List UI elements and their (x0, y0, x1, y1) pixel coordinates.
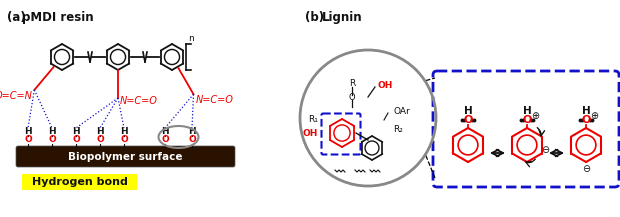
Text: N=C=O: N=C=O (195, 95, 233, 105)
Text: H: H (24, 127, 32, 135)
Text: OH: OH (303, 128, 318, 138)
Text: H: H (523, 106, 531, 116)
Text: O: O (72, 135, 80, 145)
FancyBboxPatch shape (22, 174, 137, 190)
Text: ⊕: ⊕ (531, 111, 539, 121)
Text: H: H (120, 127, 128, 135)
Text: R₁: R₁ (308, 115, 318, 125)
Text: R: R (349, 79, 355, 87)
Text: O: O (120, 135, 128, 145)
FancyBboxPatch shape (16, 146, 235, 167)
Text: Biopolymer surface: Biopolymer surface (68, 151, 182, 161)
Text: H: H (96, 127, 104, 135)
Text: H: H (582, 106, 590, 116)
Text: R₂: R₂ (393, 125, 403, 135)
Text: Lignin: Lignin (322, 11, 363, 24)
Text: N=C=O: N=C=O (120, 96, 158, 106)
Text: O: O (463, 115, 472, 125)
Text: H: H (188, 127, 196, 135)
Text: (a): (a) (7, 11, 26, 24)
Text: H: H (161, 127, 169, 135)
Text: OAr: OAr (393, 107, 410, 117)
Text: O: O (161, 135, 169, 145)
Text: O: O (96, 135, 104, 145)
Text: OH: OH (378, 81, 393, 89)
Text: O: O (348, 92, 355, 102)
Text: O: O (188, 135, 196, 145)
Text: pMDI resin: pMDI resin (22, 11, 94, 24)
Text: O: O (522, 115, 532, 125)
Text: H: H (464, 106, 472, 116)
Text: O: O (24, 135, 32, 145)
Text: ⊕: ⊕ (590, 111, 598, 121)
Text: O=C=N: O=C=N (0, 91, 32, 101)
Text: H: H (72, 127, 80, 135)
Text: ⊖: ⊖ (582, 164, 590, 174)
Text: O: O (582, 115, 591, 125)
Text: n: n (188, 34, 193, 43)
Text: O: O (48, 135, 56, 145)
Text: ⊖: ⊖ (541, 145, 549, 155)
Text: Hydrogen bond: Hydrogen bond (32, 177, 128, 187)
Text: (b): (b) (305, 11, 324, 24)
Text: H: H (48, 127, 56, 135)
